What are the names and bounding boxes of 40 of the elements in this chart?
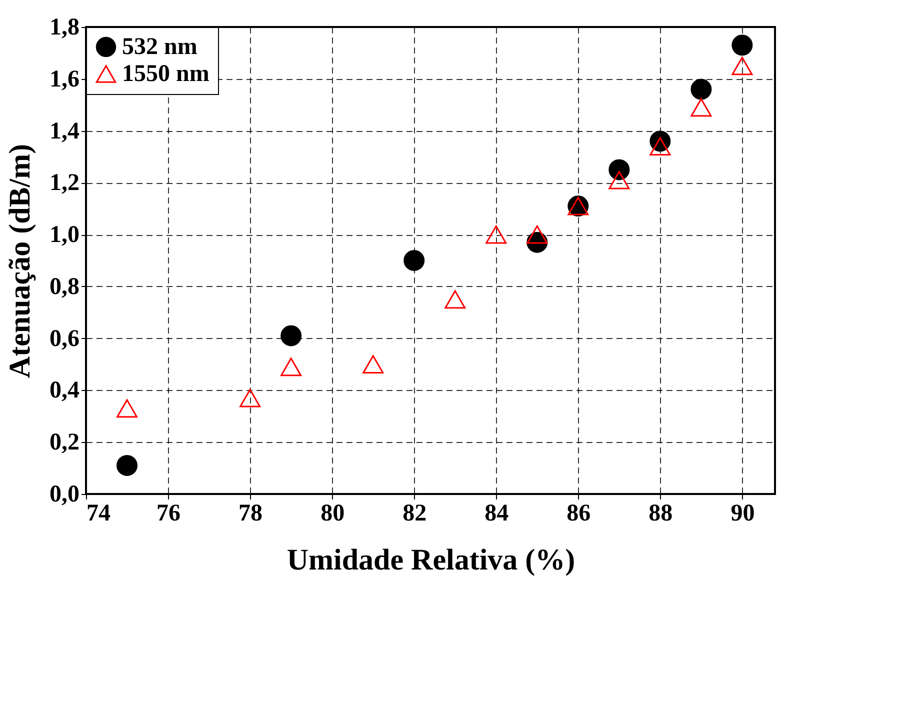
point [116, 454, 138, 476]
point [280, 325, 302, 346]
point [650, 137, 671, 156]
x-axis-title: Umidade Relativa (%) [286, 544, 576, 576]
y-tick-label: 1,6 [50, 66, 80, 92]
y-tick-label: 0,0 [50, 482, 80, 508]
point [608, 159, 630, 180]
y-tick-label: 1,4 [50, 118, 80, 144]
point [526, 225, 548, 244]
y-tick-label: 1,8 [50, 14, 80, 40]
x-tick-label: 88 [648, 500, 673, 526]
point [404, 250, 425, 271]
y-tick-label: 0,4 [50, 378, 80, 404]
x-tick-label: 90 [730, 500, 755, 526]
x-tick-label: 86 [566, 500, 591, 526]
x-tick-label: 74 [86, 500, 110, 526]
y-tick-label: 0,8 [50, 274, 80, 300]
y-axis-title: Atenuação (dB/m) [4, 144, 36, 378]
point [690, 98, 712, 117]
point [732, 56, 753, 76]
x-tick-label: 78 [238, 500, 263, 526]
y-tick-label: 1,2 [50, 170, 80, 196]
point [280, 358, 302, 376]
point [240, 388, 261, 408]
x-tick-label: 76 [156, 500, 181, 526]
point [486, 225, 507, 244]
x-tick-label: 84 [484, 500, 509, 526]
legend-label: 1550 nm [122, 61, 210, 87]
x-tick-label: 80 [320, 500, 345, 526]
point [362, 355, 384, 374]
point [116, 399, 138, 418]
x-tick-label: 82 [402, 500, 427, 526]
y-tick-label: 1,0 [50, 222, 80, 248]
point [444, 290, 466, 309]
y-tick-label: 0,6 [50, 326, 80, 352]
point [690, 78, 712, 100]
legend-label: 532 nm [122, 34, 198, 60]
point [608, 170, 630, 190]
y-tick-label: 0,2 [50, 430, 80, 456]
point [732, 34, 753, 56]
